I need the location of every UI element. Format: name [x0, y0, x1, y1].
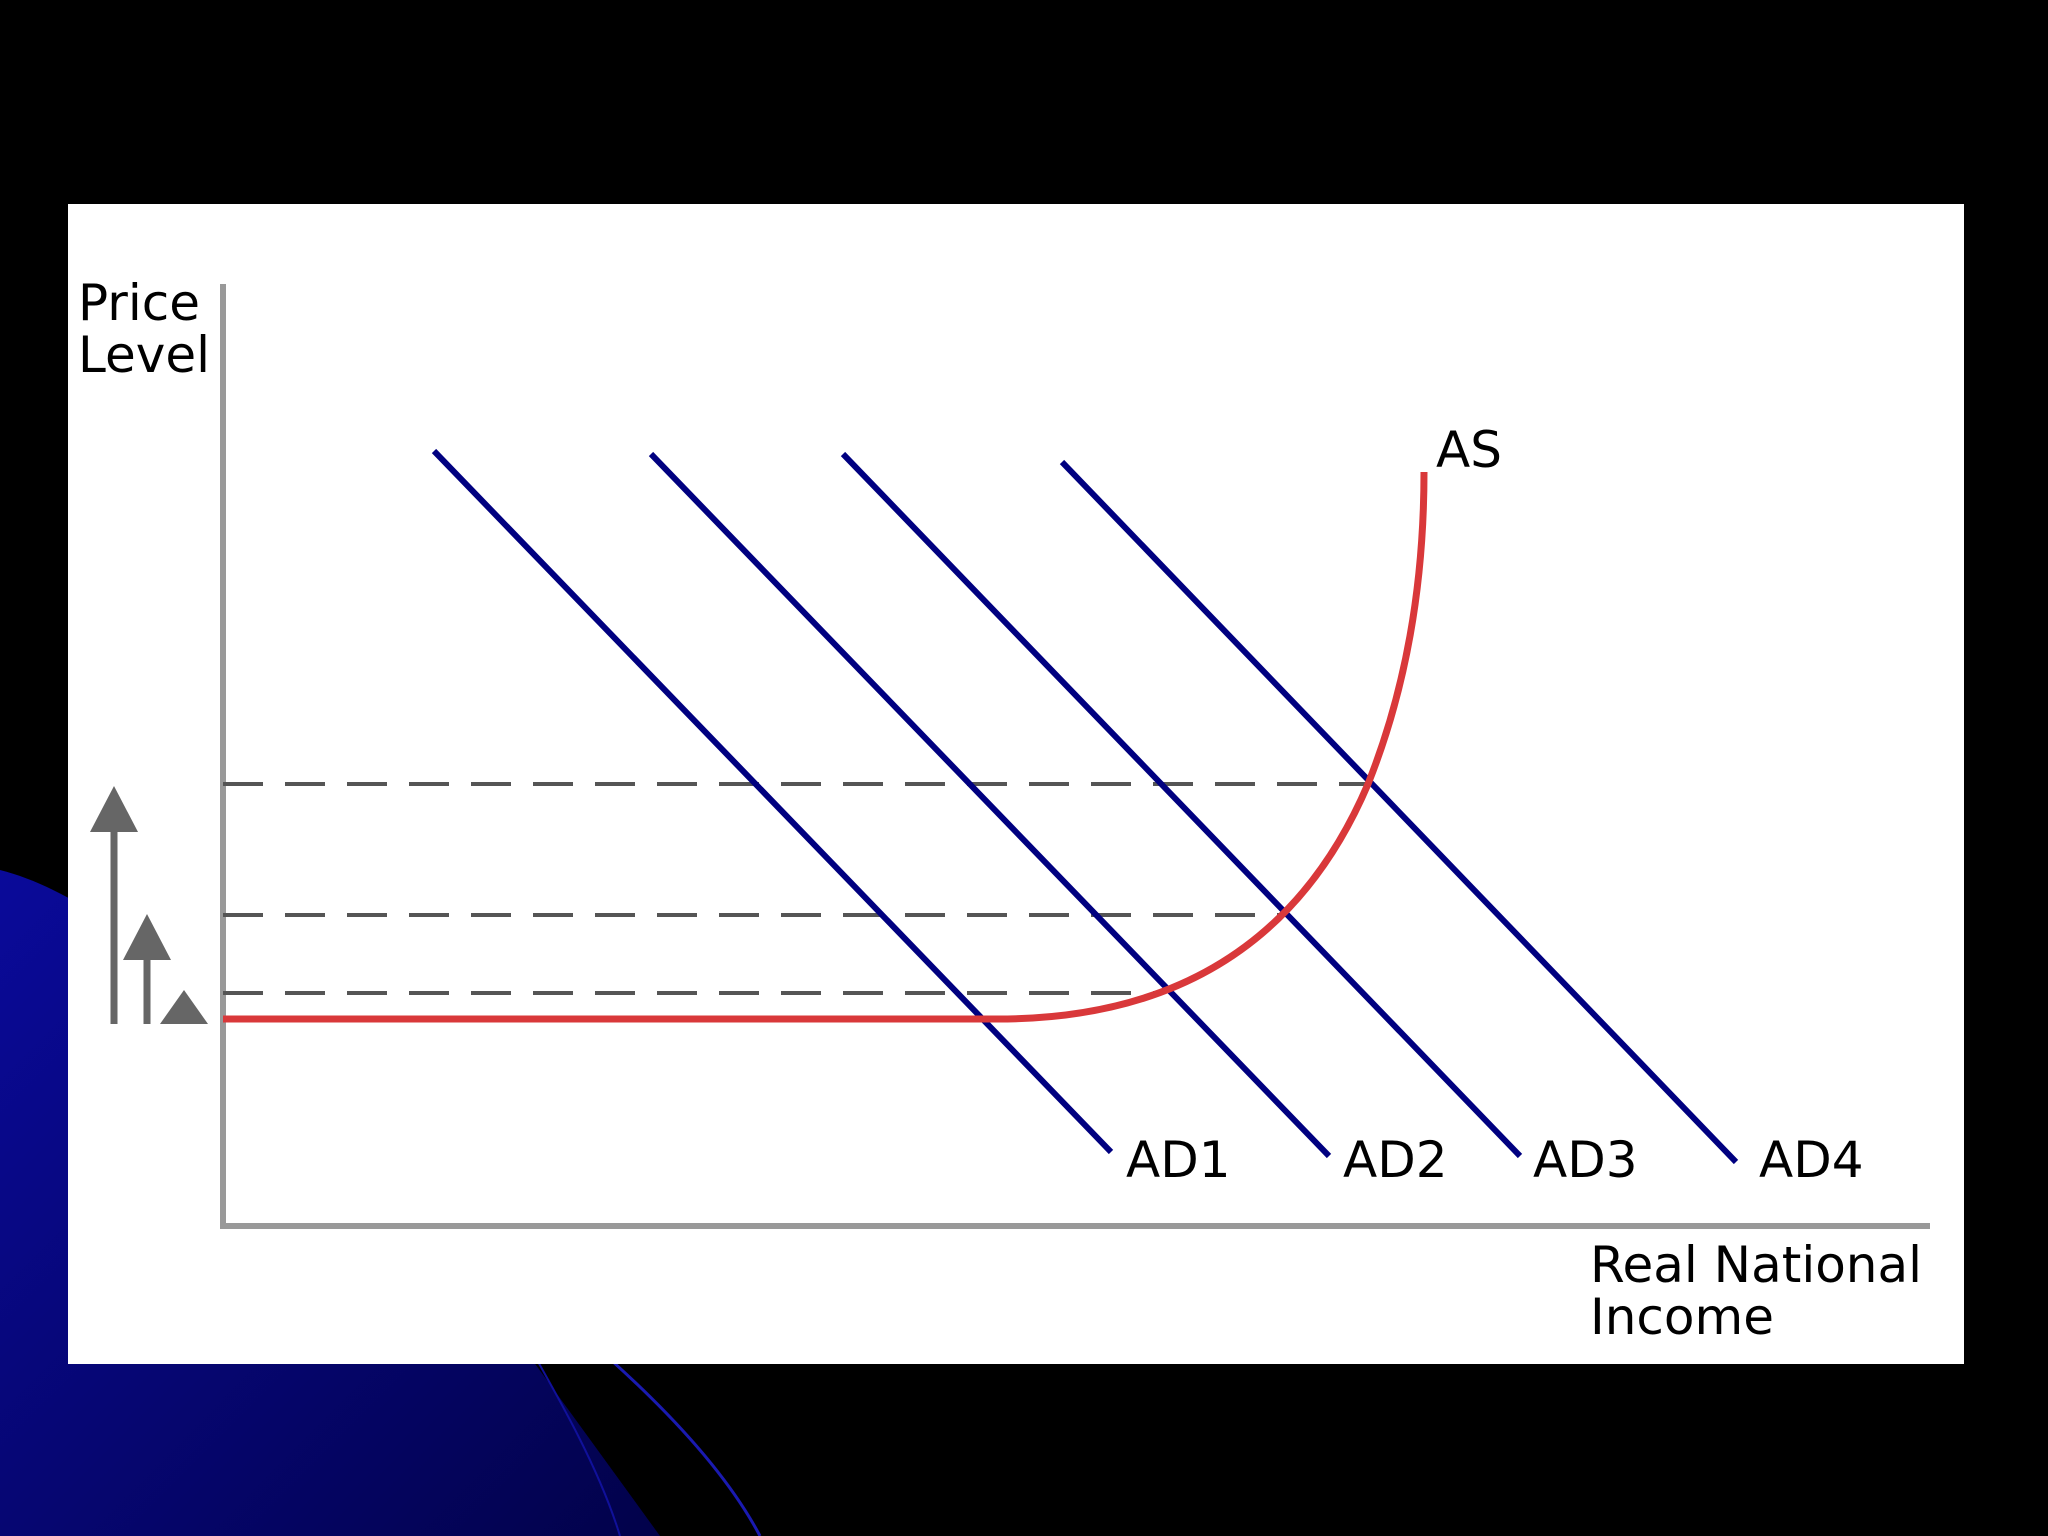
ad3-curve	[840, 451, 1523, 1159]
as-ad-diagram: Price Level Real National Income AS AD1 …	[78, 274, 1930, 1346]
ad2-label: AD2	[1343, 1131, 1448, 1189]
ad2-curve	[648, 451, 1332, 1159]
price-increase-arrow-small	[160, 990, 208, 1024]
ad3-label: AD3	[1533, 1131, 1638, 1189]
ad4-curve	[1059, 459, 1739, 1165]
price-increase-arrow-large	[90, 786, 138, 1024]
y-axis-label-line-2: Level	[78, 326, 210, 384]
as-label: AS	[1436, 421, 1502, 479]
ad1-label: AD1	[1126, 1131, 1231, 1189]
y-axis-label-line-1: Price	[78, 274, 200, 332]
ad1-curve	[431, 448, 1114, 1155]
as-curve	[223, 471, 1428, 1023]
x-axis-label-line-1: Real National	[1590, 1236, 1922, 1294]
ad4-label: AD4	[1759, 1131, 1864, 1189]
price-increase-arrow-medium	[123, 914, 171, 1024]
diagram-panel: Price Level Real National Income AS AD1 …	[68, 204, 1964, 1364]
x-axis-label-line-2: Income	[1590, 1288, 1774, 1346]
